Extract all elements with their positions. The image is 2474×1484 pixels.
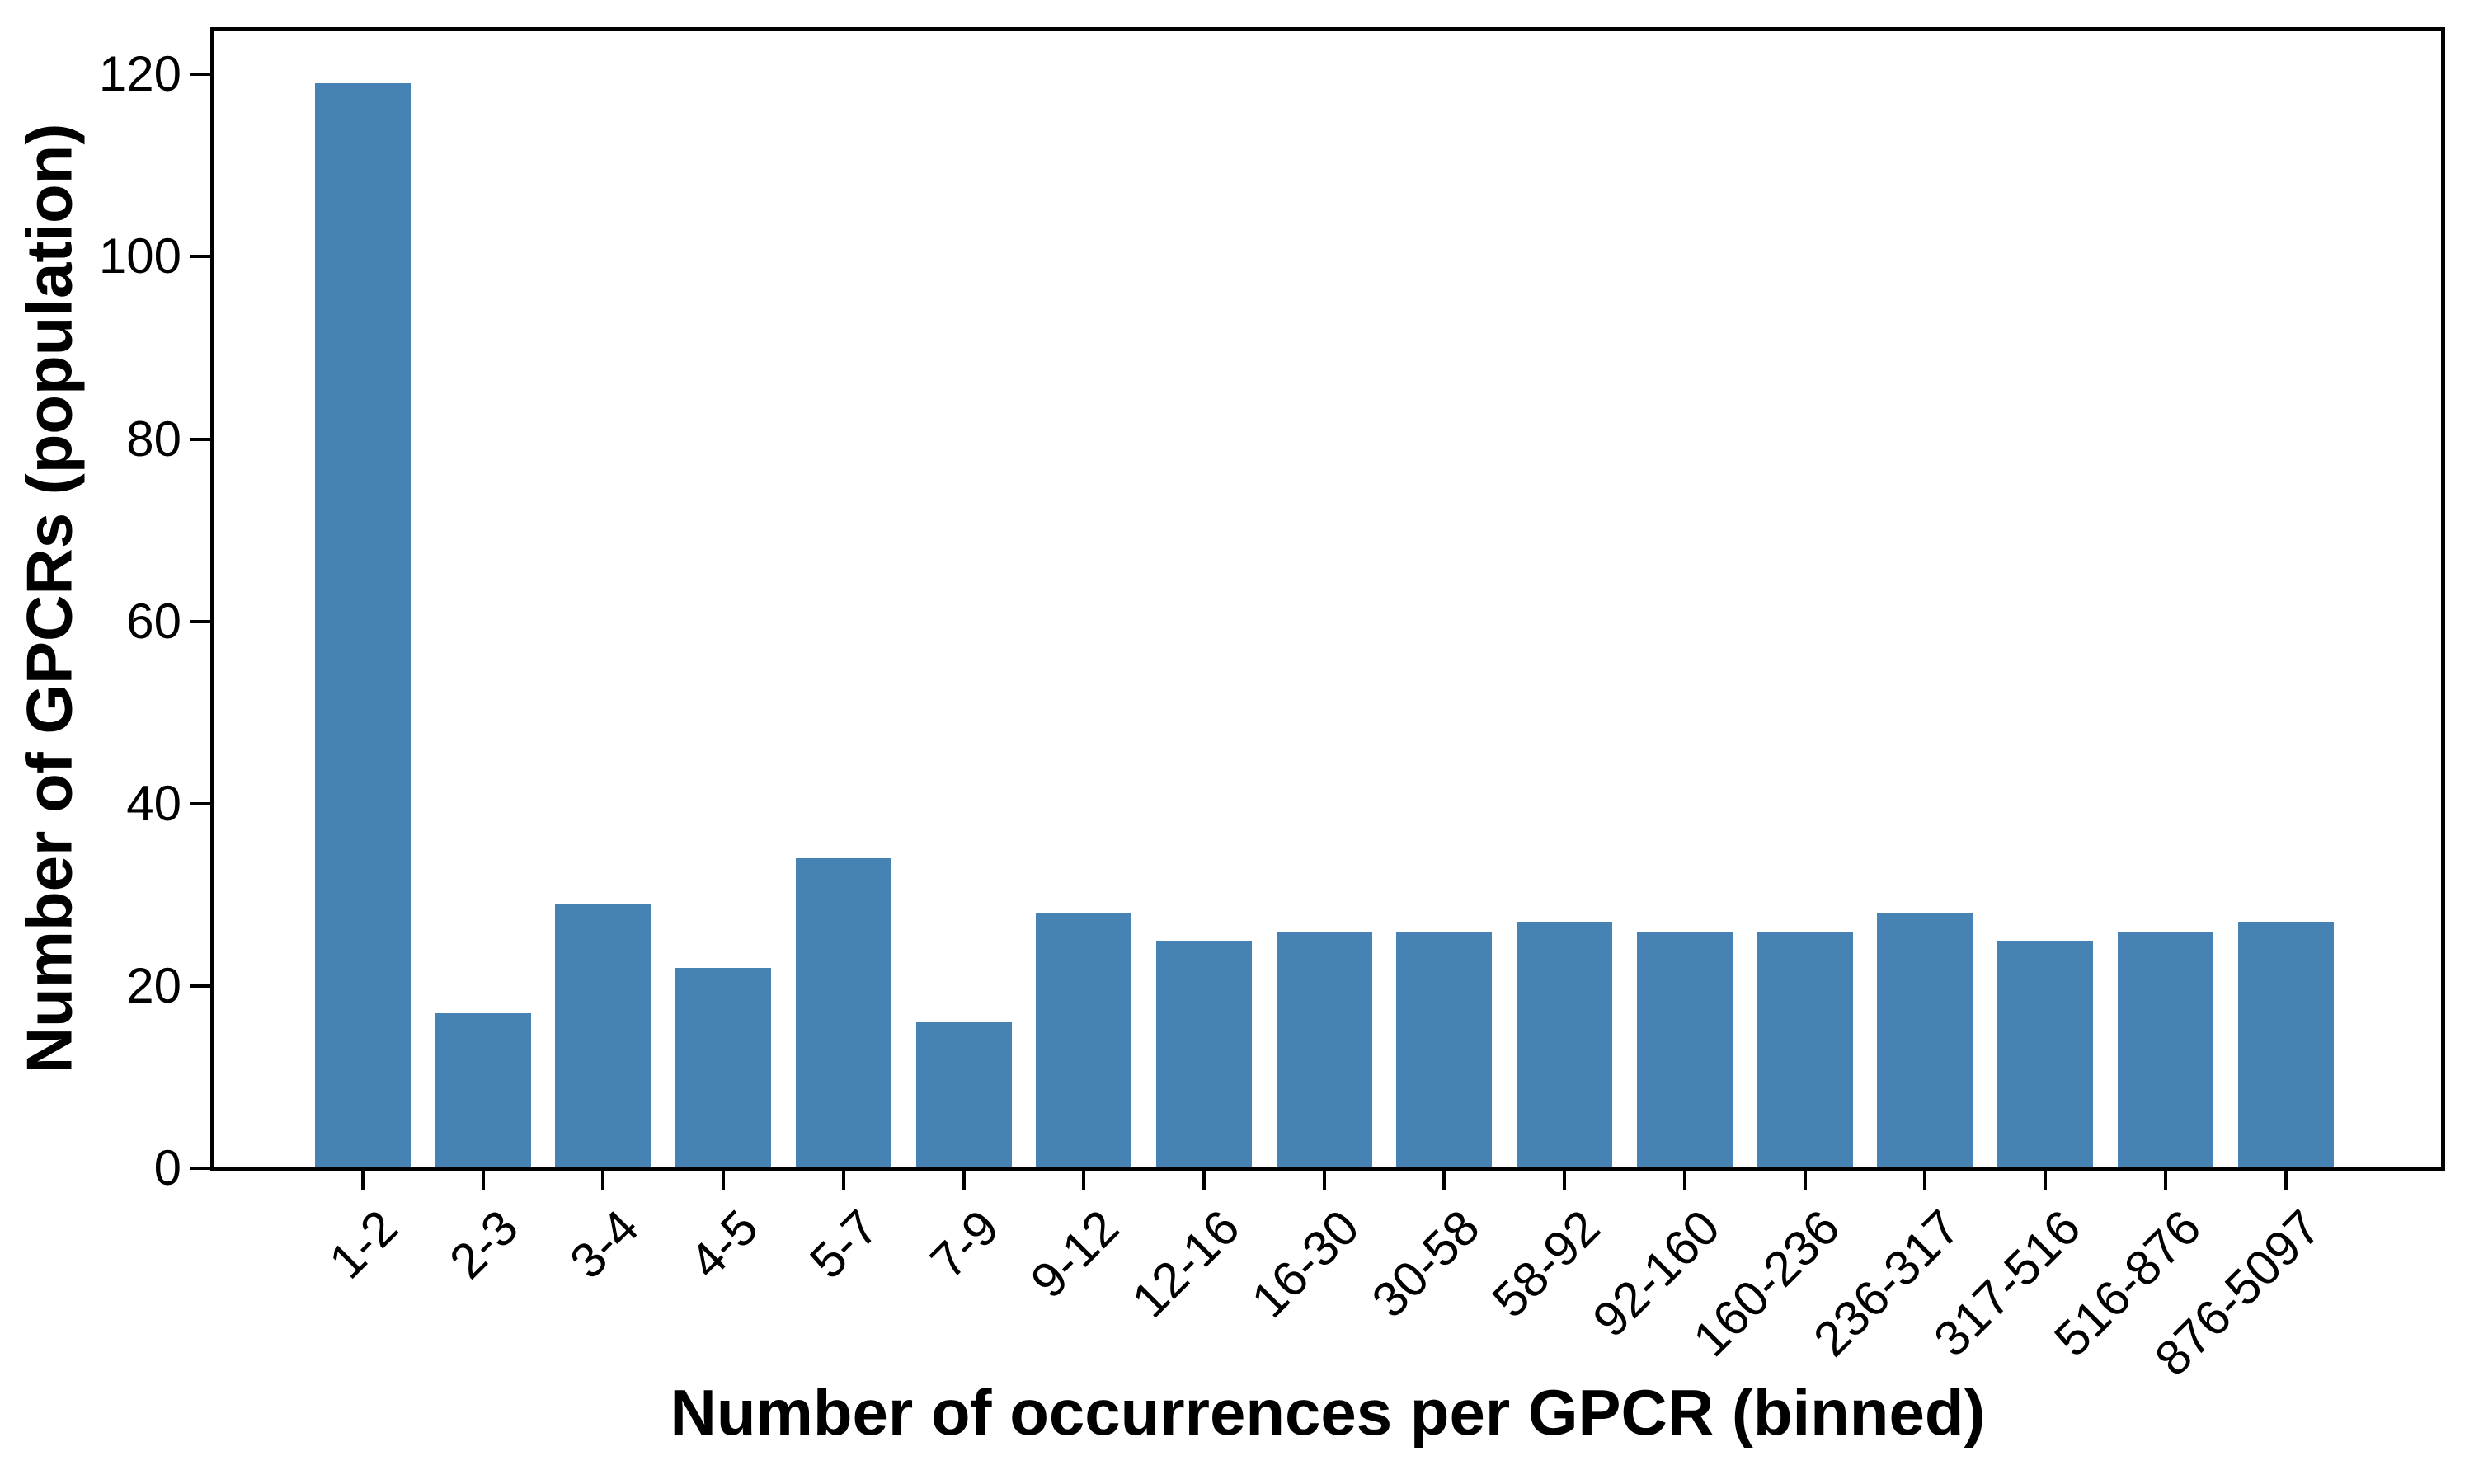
y-tick-label: 40 bbox=[126, 775, 181, 831]
x-tick bbox=[1923, 1171, 1927, 1190]
x-tick-label: 2-3 bbox=[439, 1199, 529, 1289]
y-tick bbox=[190, 619, 210, 623]
x-tick bbox=[1682, 1171, 1686, 1190]
bar-92-160 bbox=[1636, 931, 1733, 1168]
x-tick-label: 30-58 bbox=[1361, 1199, 1490, 1328]
y-tick-label: 20 bbox=[126, 957, 181, 1013]
x-tick-label: 5-7 bbox=[799, 1199, 890, 1289]
x-tick-label: 16-30 bbox=[1241, 1199, 1371, 1328]
x-tick bbox=[962, 1171, 966, 1190]
x-tick bbox=[481, 1171, 485, 1190]
y-tick bbox=[190, 984, 210, 988]
x-tick bbox=[722, 1171, 726, 1190]
x-tick-label: 1-2 bbox=[318, 1199, 409, 1289]
x-tick-label: 4-5 bbox=[679, 1199, 769, 1289]
bar-7-9 bbox=[915, 1022, 1012, 1168]
y-axis-title: Number of GPCRs (population) bbox=[12, 123, 86, 1074]
x-tick-label: 7-9 bbox=[920, 1199, 1009, 1289]
bar-516-876 bbox=[2117, 931, 2213, 1168]
bar-1-2 bbox=[315, 83, 411, 1168]
y-tick-label: 100 bbox=[98, 228, 181, 284]
x-tick bbox=[1803, 1171, 1807, 1190]
y-tick-label: 0 bbox=[153, 1140, 181, 1195]
y-tick-label: 60 bbox=[126, 593, 181, 649]
x-axis-title: Number of occurrences per GPCR (binned) bbox=[670, 1376, 1986, 1449]
bar-2-3 bbox=[435, 1013, 531, 1168]
x-tick bbox=[1082, 1171, 1086, 1190]
x-tick-label: 9-12 bbox=[1020, 1199, 1130, 1309]
x-tick bbox=[2044, 1171, 2048, 1190]
x-tick bbox=[2163, 1171, 2167, 1190]
y-tick-label: 80 bbox=[126, 411, 181, 467]
x-tick-label: 3-4 bbox=[558, 1199, 649, 1289]
x-tick bbox=[1563, 1171, 1567, 1190]
bar-4-5 bbox=[675, 967, 772, 1168]
bar-876-5097 bbox=[2237, 922, 2334, 1168]
bar-16-30 bbox=[1276, 931, 1372, 1168]
x-tick bbox=[601, 1171, 605, 1190]
bar-9-12 bbox=[1036, 913, 1132, 1168]
bar-5-7 bbox=[795, 858, 891, 1168]
bar-160-236 bbox=[1757, 931, 1853, 1168]
y-tick bbox=[190, 73, 210, 77]
bar-12-16 bbox=[1156, 940, 1253, 1168]
x-tick-label: 12-16 bbox=[1121, 1199, 1250, 1328]
x-tick bbox=[2284, 1171, 2288, 1190]
y-tick bbox=[190, 255, 210, 259]
bar-30-58 bbox=[1396, 931, 1493, 1168]
x-tick bbox=[1442, 1171, 1446, 1190]
x-tick bbox=[1322, 1171, 1326, 1190]
y-tick bbox=[190, 801, 210, 805]
y-tick-label: 120 bbox=[98, 46, 181, 102]
y-tick bbox=[190, 1167, 210, 1170]
y-tick bbox=[190, 437, 210, 441]
bar-58-92 bbox=[1517, 922, 1613, 1168]
x-tick bbox=[841, 1171, 845, 1190]
x-tick bbox=[361, 1171, 365, 1190]
bar-236-317 bbox=[1877, 913, 1973, 1168]
bar-317-516 bbox=[1997, 940, 2094, 1168]
bar-3-4 bbox=[555, 904, 651, 1168]
x-tick bbox=[1202, 1171, 1206, 1190]
